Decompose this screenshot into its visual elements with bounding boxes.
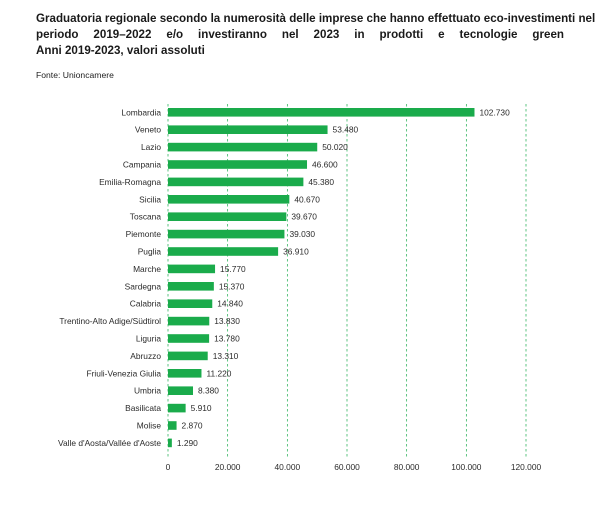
category-label: Umbria <box>134 386 161 396</box>
category-label: Abruzzo <box>130 351 161 361</box>
value-label: 39.030 <box>289 229 315 239</box>
x-tick-label: 100.000 <box>451 462 482 472</box>
value-label: 102.730 <box>479 107 510 117</box>
bars <box>168 108 475 448</box>
bar <box>168 403 186 413</box>
value-label: 11.220 <box>206 368 231 378</box>
category-label: Puglia <box>138 247 162 257</box>
bar <box>168 386 193 395</box>
value-labels: 102.730 53.480 50.020 46.600 45.380 40.670 39.… <box>177 107 510 448</box>
value-label: 13.830 <box>214 316 240 326</box>
bar <box>168 264 216 274</box>
value-label: 50.020 <box>322 142 348 152</box>
category-label: Piemonte <box>126 229 162 239</box>
bar <box>168 160 308 169</box>
bar <box>168 108 475 117</box>
grid-lines <box>167 104 527 458</box>
bar <box>168 195 290 204</box>
bar <box>168 369 202 378</box>
value-label: 2.870 <box>182 421 203 431</box>
x-tick-label: 80.000 <box>394 462 420 472</box>
bar <box>168 438 172 448</box>
category-label: Sardegna <box>125 281 162 291</box>
bar <box>168 282 214 291</box>
category-label: Toscana <box>130 212 162 222</box>
value-label: 39.670 <box>291 212 317 222</box>
category-label: Campania <box>123 160 162 170</box>
x-tick-label: 120.000 <box>511 462 542 472</box>
bar <box>168 125 328 134</box>
value-label: 45.380 <box>308 177 334 187</box>
bar <box>168 142 318 152</box>
bar <box>168 334 210 343</box>
category-label: Calabria <box>130 299 162 309</box>
x-tick-label: 0 <box>166 462 171 472</box>
category-label: Veneto <box>135 125 161 135</box>
bar <box>168 247 279 256</box>
value-label: 14.840 <box>217 299 243 309</box>
category-labels: Lombardia Veneto Lazio Campania Emilia-Romag… <box>58 107 161 448</box>
value-label: 1.290 <box>177 438 198 448</box>
value-label: 15.770 <box>220 264 246 274</box>
x-tick-label: 20.000 <box>215 462 241 472</box>
title-line-2: periodo 2019–2022 e/o investiranno nel 2… <box>36 28 564 41</box>
title-line-1: Graduatoria regionale secondo la numeros… <box>36 12 596 25</box>
bar <box>168 177 304 187</box>
value-label: 15.370 <box>219 281 245 291</box>
bar <box>168 229 285 239</box>
bar <box>168 316 210 326</box>
bar <box>168 421 177 430</box>
value-label: 36.910 <box>283 247 309 257</box>
chart-title: Graduatoria regionale secondo la numeros… <box>36 11 596 59</box>
value-label: 13.780 <box>214 334 240 344</box>
category-label: Marche <box>133 264 161 274</box>
category-label: Molise <box>137 421 162 431</box>
value-label: 8.380 <box>198 386 219 396</box>
category-label: Friuli-Venezia Giulia <box>87 368 162 378</box>
value-label: 40.670 <box>294 194 320 204</box>
x-tick-label: 40.000 <box>275 462 301 472</box>
category-label: Basilicata <box>125 403 161 413</box>
category-label: Valle d'Aosta/Vallée d'Aoste <box>58 438 161 448</box>
category-label: Lazio <box>141 142 161 152</box>
value-label: 5.910 <box>191 403 212 413</box>
category-label: Emilia-Romagna <box>99 177 161 187</box>
title-line-3: Anni 2019-2023, valori assoluti <box>36 44 205 57</box>
x-tick-label: 60.000 <box>334 462 360 472</box>
bar <box>168 351 208 361</box>
x-axis-tick-labels: 0 20.000 40.000 60.000 80.000 100.000 120.000 <box>166 462 542 472</box>
category-label: Lombardia <box>121 107 161 117</box>
category-label: Liguria <box>136 334 161 344</box>
category-label: Trentino-Alto Adige/Südtirol <box>59 316 161 326</box>
category-label: Sicilia <box>139 194 161 204</box>
value-label: 13.310 <box>213 351 239 361</box>
chart-source: Fonte: Unioncamere <box>36 70 114 80</box>
bar <box>168 212 287 221</box>
value-label: 53.480 <box>333 125 359 135</box>
value-label: 46.600 <box>312 160 338 170</box>
bar <box>168 299 213 308</box>
